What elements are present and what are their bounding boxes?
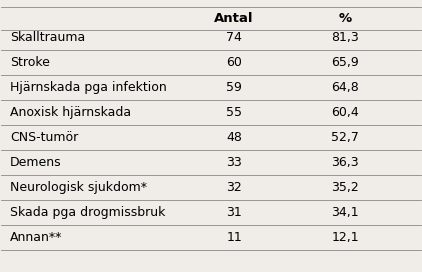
Text: Hjärnskada pga infektion: Hjärnskada pga infektion: [10, 81, 167, 94]
Text: CNS-tumör: CNS-tumör: [10, 131, 78, 144]
Text: Annan**: Annan**: [10, 231, 62, 244]
Text: Antal: Antal: [214, 13, 254, 25]
Text: 64,8: 64,8: [331, 81, 359, 94]
Text: 36,3: 36,3: [331, 156, 359, 169]
Text: %: %: [338, 13, 352, 25]
Text: 31: 31: [226, 206, 242, 219]
Text: Neurologisk sjukdom*: Neurologisk sjukdom*: [10, 181, 147, 194]
Text: 34,1: 34,1: [331, 206, 359, 219]
Text: Skalltrauma: Skalltrauma: [10, 31, 85, 44]
Text: 81,3: 81,3: [331, 31, 359, 44]
Text: Skada pga drogmissbruk: Skada pga drogmissbruk: [10, 206, 165, 219]
Text: 55: 55: [226, 106, 242, 119]
Text: 32: 32: [226, 181, 242, 194]
Text: 59: 59: [226, 81, 242, 94]
Text: 60: 60: [226, 56, 242, 69]
Text: 11: 11: [226, 231, 242, 244]
Text: Demens: Demens: [10, 156, 61, 169]
Text: 48: 48: [226, 131, 242, 144]
Text: 12,1: 12,1: [331, 231, 359, 244]
Text: 65,9: 65,9: [331, 56, 359, 69]
Text: 33: 33: [226, 156, 242, 169]
Text: Anoxisk hjärnskada: Anoxisk hjärnskada: [10, 106, 131, 119]
Text: 74: 74: [226, 31, 242, 44]
Text: Stroke: Stroke: [10, 56, 50, 69]
Text: 52,7: 52,7: [331, 131, 359, 144]
Text: 35,2: 35,2: [331, 181, 359, 194]
Text: 60,4: 60,4: [331, 106, 359, 119]
